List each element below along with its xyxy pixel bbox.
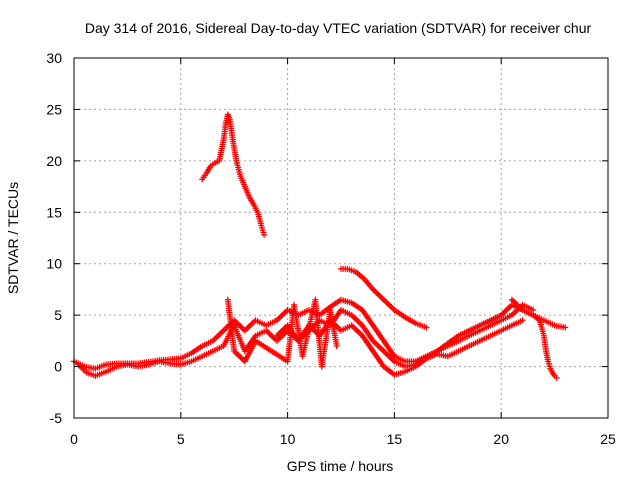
series-track-c xyxy=(273,307,526,370)
y-tick-label: 5 xyxy=(54,307,62,323)
x-axis-label: GPS time / hours xyxy=(287,458,394,474)
x-tick-label: 20 xyxy=(493,431,509,447)
data-point xyxy=(562,324,569,331)
data-marks xyxy=(71,111,569,381)
y-axis-label: SDTVAR / TECUs xyxy=(5,182,21,294)
axis-ticks xyxy=(73,57,609,419)
y-tick-label: 20 xyxy=(46,153,62,169)
x-tick-label: 0 xyxy=(70,431,78,447)
data-point xyxy=(333,343,340,349)
y-tick-label: 10 xyxy=(46,256,62,272)
x-tick-label: 5 xyxy=(177,431,185,447)
chart-title: Day 314 of 2016, Sidereal Day-to-day VTE… xyxy=(85,20,592,36)
y-tick-label: -5 xyxy=(50,410,63,426)
series-late-drop xyxy=(508,296,560,381)
grid xyxy=(74,58,608,418)
data-point xyxy=(423,324,430,331)
y-tick-label: 30 xyxy=(46,50,62,66)
series-spikes xyxy=(224,296,340,370)
x-tick-label: 10 xyxy=(280,431,296,447)
x-tick-labels: 0 5 10 15 20 25 xyxy=(70,431,616,447)
x-tick-label: 25 xyxy=(600,431,616,447)
plot-frame xyxy=(73,57,609,419)
series-morning-peak xyxy=(199,111,268,238)
y-tick-labels: -5 0 5 10 15 20 25 30 xyxy=(46,50,62,426)
y-tick-label: 0 xyxy=(54,359,62,375)
data-point xyxy=(519,317,526,324)
series-evening-arc xyxy=(338,265,430,331)
y-tick-label: 15 xyxy=(46,204,62,220)
data-point xyxy=(553,374,560,381)
data-point xyxy=(261,231,268,238)
data-point xyxy=(530,307,537,313)
x-tick-label: 15 xyxy=(387,431,403,447)
y-tick-label: 25 xyxy=(46,101,62,117)
